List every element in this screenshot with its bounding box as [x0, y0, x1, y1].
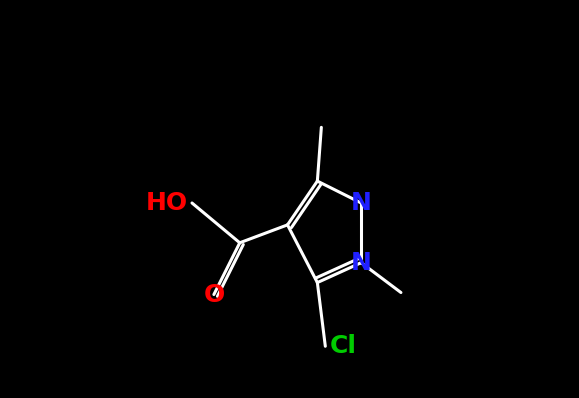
Text: HO: HO [146, 191, 188, 215]
Text: Cl: Cl [329, 334, 356, 358]
Text: N: N [351, 191, 372, 215]
Text: N: N [351, 251, 372, 275]
Text: O: O [203, 283, 225, 306]
